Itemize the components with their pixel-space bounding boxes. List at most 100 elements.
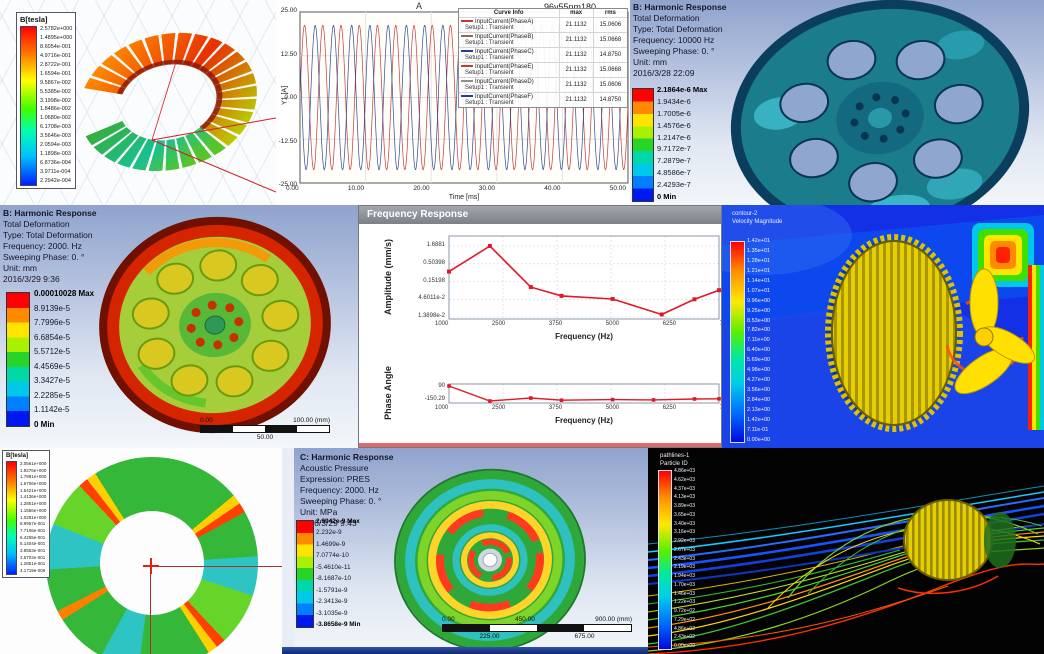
panel-pathlines-viewport[interactable]: pathlines-1 Particle ID 4.86e+03 4.62e+03 4… [648,448,1044,654]
legend-value: 6.4255e-001 [20,534,46,540]
window-title-bar[interactable]: Frequency Response [359,206,721,224]
plot-caption: 96v55nm180 [543,2,596,12]
legend-value: 9.5867e-002 [40,79,71,86]
response-plot-area[interactable] [359,206,722,448]
legend-value: 1.2851e+000 [20,501,47,507]
legend-value: 9.72e+02 [674,608,695,614]
legend-value: 1.1566e+000 [20,507,47,513]
ruler-label: 675.00 [574,633,595,640]
acoustic-disc-model[interactable] [282,448,648,654]
legend-value: 6.6854e-5 [34,332,71,342]
ruler-bar [200,425,330,433]
y-tick-label: -150.29 [424,396,445,402]
curve-table-row: InputCurrent(PhaseF) Setup1 : Transient 21… [459,92,627,107]
flywheel-model-3d[interactable] [0,205,358,448]
ruler-label: 225.00 [479,633,500,640]
header-line: Expression: PRES [300,474,370,484]
x-axis-ticks: 0.00 10.00 20.00 30.00 40.00 50.00 [286,185,626,192]
legend-value: 1.14e+01 [747,277,771,284]
legend-value: 2.232e-9 [316,529,342,537]
legend-values: 2.5782e+000 1.4895e+000 8.6054e-001 4.9716e… [40,26,72,184]
legend-value: 3.9711e-004 [40,169,71,175]
legend-value: 3.65e+03 [674,511,695,518]
legend-value: 2.9942e-9 Max [316,518,360,525]
y-tick-label: 0.00 [284,94,297,101]
x-tick-label: 7500 [720,321,721,327]
ruler-label: 50.00 [256,434,274,441]
legend-value: 1.9276e+000 [20,467,47,473]
axis-line-vertical [150,566,151,654]
legend-value: 7.82e+00 [747,327,771,334]
y-tick-label: 4.6011e-2 [418,295,445,302]
colorbar-legend: B[tesla] 2.0561e+000 1.9276e+000 1.7991e+0… [2,450,51,578]
amplitude-axis-label: Amplitude (mm/s) [383,239,393,316]
legend-value: 2.84e+00 [747,397,771,403]
legend-title-line: Particle ID [660,461,688,467]
legend-value: 7.7106e-001 [20,527,46,533]
legend-value: 2.8722e-001 [40,61,71,68]
y-axis-label: Y1 [A] [281,85,289,106]
legend-value: 4.86e+03 [674,468,695,474]
legend-value: 1.4576e-6 [657,120,691,130]
phase-axis-label: Phase Angle [383,366,393,420]
legend-value: 2.19e+03 [674,564,695,571]
panel-harmonic-2000-viewport[interactable]: B: Harmonic Response Total Deformation Typ… [0,205,358,448]
panel-acoustic-pressure-viewport[interactable]: C: Harmonic Response Acoustic Pressure Exp… [282,448,648,654]
legend-value: 2.43e+03 [674,555,695,562]
legend-value: -3.8658e-9 Min [316,620,361,628]
legend-value: 4.27e+00 [747,377,771,384]
result-header: C: Harmonic Response Acoustic Pressure Exp… [300,452,394,529]
legend-value: 1.1142e-5 [34,405,70,415]
curve-table-row: InputCurrent(PhaseA) Setup1 : Transient 21… [459,17,627,32]
legend-value: 5.5712e-5 [34,347,71,357]
legend-value: 9.25e+00 [747,307,771,314]
flywheel-model-3d[interactable] [630,0,1044,205]
ruler-label: 900.00 (mm) [595,616,632,623]
legend-value: 7.2879e-7 [657,156,691,166]
x-tick-label: 5000 [605,321,620,327]
x-tick-label: 6250 [662,405,677,411]
left-margin [282,448,294,654]
x-tick-label: 7500 [720,405,721,411]
legend-title-line: Velocity Magnitude [732,219,783,225]
header-line: Sweeping Phase: 0. ° [300,496,382,506]
panel-cfd-velocity-viewport[interactable]: contour-2 Velocity Magnitude 1.42e+01 1.35… [722,205,1044,448]
header-line: Sweeping Phase: 0. ° [633,46,715,56]
x-tick-label: 2500 [491,321,506,327]
x-axis-label: Time [ms] [448,194,480,201]
header-line: Total Deformation [633,13,700,23]
header-line: Frequency: 10000 Hz [633,35,715,45]
legend-value: 1.0281e+000 [20,514,47,520]
colorbar [6,461,17,575]
x-tick-label: 1000 [435,405,449,411]
legend-title-line: contour-2 [732,211,758,217]
y-tick-label: 25.00 [280,7,297,14]
legend-value: 2.5702e-001 [20,554,46,560]
plot-corner-label: A [416,1,423,11]
x-tick-label: 0.00 [286,185,299,192]
panel-maxwell-ring-viewport[interactable]: B[tesla] 2.0561e+000 1.9276e+000 1.7991e+0… [0,448,282,654]
curve-info-table: Curve Info max rms InputCurrent(PhaseA) Setu… [458,8,628,108]
panel-harmonic-10000-viewport[interactable]: B: Harmonic Response Total Deformation Typ… [630,0,1044,205]
legend-value: 2.2942e-004 [40,177,71,184]
legend-value: 0 Min [34,419,55,429]
legend-value: 3.8553e-001 [20,547,46,553]
window-bottom-strip [359,443,721,447]
panel-transient-current-plot[interactable]: A 96v55nm180 25.00 12.50 0.00 -12.50 -25.00 … [276,0,630,205]
legend-value: 1.2851e-001 [20,561,46,567]
legend-value: 2.4293e-7 [657,180,691,189]
legend-value: 1.4699e-9 [316,540,346,548]
streamlines-view[interactable] [648,448,1044,654]
x-tick-label: 3750 [548,405,563,411]
torus-model-3d[interactable] [0,0,276,205]
y-tick-label: -25.00 [278,181,297,188]
header-line: B: Harmonic Response [633,2,727,12]
frequency-axis-label: Frequency (Hz) [555,332,613,341]
cfd-contour-view[interactable] [722,205,1044,448]
header-line: Total Deformation [3,219,70,229]
curve-color-swatch [461,80,473,83]
panel-maxwell-torus-viewport[interactable]: B[tesla] 2.5782e+000 1.4895e+000 8.6054e-0… [0,0,276,205]
legend-value: 1.46e+03 [674,590,695,597]
colorbar [296,520,314,628]
scale-ruler: 0.00 100.00 (mm) 50.00 [200,417,330,441]
